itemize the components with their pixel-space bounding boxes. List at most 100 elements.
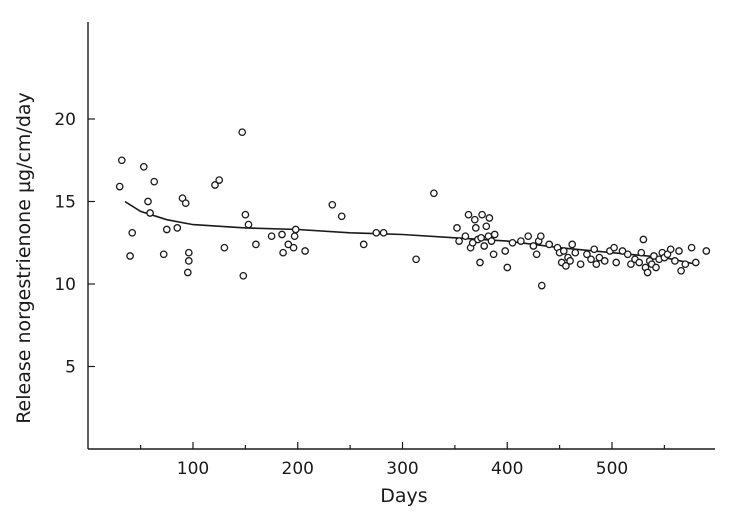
data-point <box>238 128 247 137</box>
data-point <box>702 247 711 255</box>
data-point <box>639 235 648 244</box>
data-point <box>471 224 480 232</box>
data-point <box>489 250 498 259</box>
data-point <box>675 247 683 255</box>
data-point <box>671 257 679 265</box>
data-point <box>267 232 276 241</box>
data-point <box>681 260 690 269</box>
data-point <box>476 258 484 267</box>
y-tick-label: 10 <box>54 275 76 295</box>
data-point <box>215 176 224 184</box>
data-point <box>126 252 134 260</box>
data-point <box>566 257 574 265</box>
data-point <box>184 248 193 257</box>
data-point <box>610 243 618 252</box>
x-tick-label: 100 <box>177 459 209 479</box>
data-point <box>379 228 388 237</box>
axes <box>87 22 715 450</box>
data-point <box>328 200 337 209</box>
data-point <box>337 212 346 221</box>
data-point <box>139 162 148 171</box>
data-point <box>359 240 368 249</box>
data-point <box>241 210 250 219</box>
data-point <box>666 245 675 254</box>
data-point <box>482 222 491 231</box>
y-tick-label: 15 <box>54 193 76 213</box>
x-tick-label: 300 <box>386 459 418 479</box>
data-point <box>623 250 632 259</box>
data-point <box>568 240 577 249</box>
data-point <box>618 247 627 255</box>
data-point <box>430 189 438 198</box>
y-tick-label: 5 <box>65 358 76 378</box>
data-point <box>278 230 286 239</box>
data-point <box>637 248 646 257</box>
data-point <box>412 255 420 264</box>
data-point <box>592 260 601 269</box>
data-point <box>239 271 248 280</box>
data-point <box>220 243 229 252</box>
data-point <box>532 250 541 259</box>
data-point <box>162 225 171 234</box>
data-point <box>115 182 124 191</box>
data-point <box>508 238 517 247</box>
x-tick-label: 400 <box>491 459 523 479</box>
data-point <box>583 250 591 259</box>
data-point <box>635 258 644 267</box>
data-point <box>536 232 545 241</box>
data-point <box>284 240 293 249</box>
x-axis-label: Days <box>380 485 427 507</box>
data-point <box>529 242 538 250</box>
data-point <box>470 215 479 224</box>
data-point <box>453 224 461 232</box>
data-point <box>150 177 159 186</box>
data-point <box>455 237 463 245</box>
data-point <box>487 237 496 245</box>
data-point <box>478 210 486 219</box>
data-point <box>159 250 168 259</box>
data-point <box>650 252 658 260</box>
data-point <box>291 225 300 234</box>
data-point <box>372 228 381 237</box>
data-point <box>485 214 494 222</box>
data-point <box>590 245 599 254</box>
data-point <box>501 247 510 255</box>
data-point <box>545 240 554 249</box>
data-point <box>652 263 660 272</box>
data-point <box>576 260 585 269</box>
x-tick-label: 500 <box>596 459 628 479</box>
data-point <box>559 247 568 255</box>
data-point <box>477 233 485 242</box>
data-point <box>537 281 546 290</box>
data-point <box>181 199 190 208</box>
ticks: 100 200 300 400 500 5 10 15 20 <box>54 110 665 479</box>
data-point <box>691 258 700 267</box>
y-tick-label: 20 <box>54 110 76 130</box>
data-point <box>252 240 260 249</box>
data-point <box>480 242 489 250</box>
y-axis-label: Release norgestrienone µg/cm/day <box>13 92 35 424</box>
data-point <box>117 156 126 165</box>
data-point <box>301 247 309 255</box>
data-point <box>627 260 635 269</box>
data-point <box>211 181 219 189</box>
data-point <box>184 257 193 265</box>
data-point <box>244 220 253 229</box>
data-point <box>595 253 604 262</box>
data-point <box>289 243 298 252</box>
data-point <box>687 243 696 252</box>
data-point <box>183 268 192 277</box>
data-point <box>600 257 609 265</box>
data-point <box>571 248 580 257</box>
data-point <box>461 232 470 241</box>
data-points <box>115 128 711 290</box>
data-point <box>290 232 299 241</box>
data-point <box>279 248 287 257</box>
data-point <box>587 255 595 264</box>
data-point <box>524 232 533 241</box>
data-point <box>468 238 477 247</box>
data-point <box>677 266 685 275</box>
data-point <box>144 197 152 206</box>
x-tick-label: 200 <box>282 459 314 479</box>
